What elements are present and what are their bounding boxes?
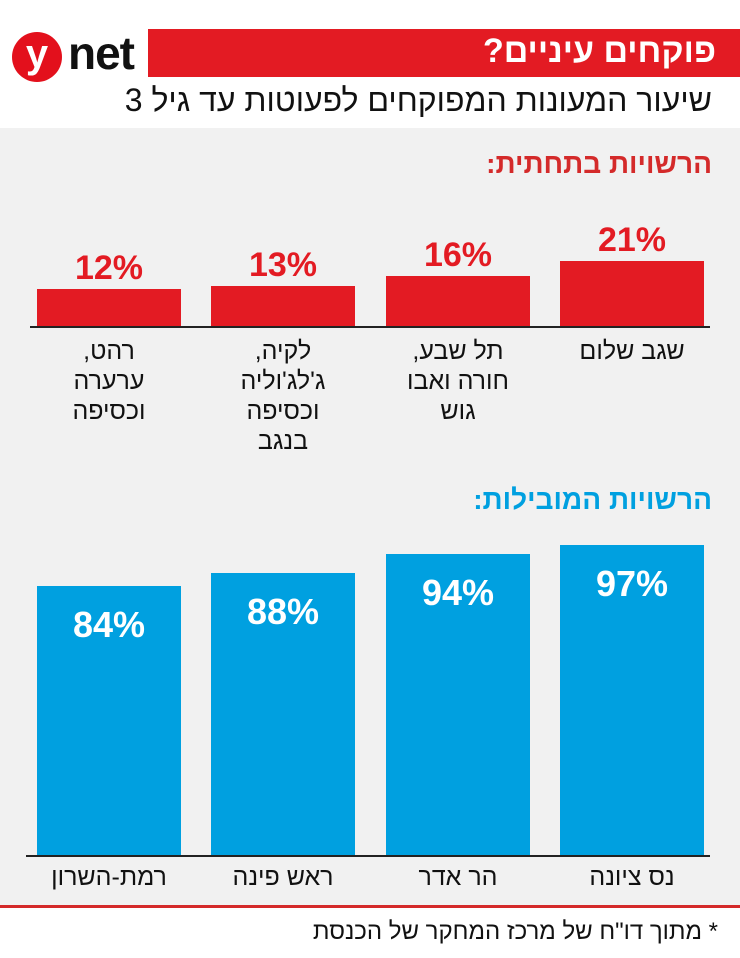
data-label: 13% xyxy=(248,245,318,284)
data-label: 16% xyxy=(423,236,493,275)
bar xyxy=(386,276,530,326)
category-label: תל שבע, חורה ואבו גוש xyxy=(407,337,509,425)
category-label: רמת-השרון xyxy=(51,863,167,891)
bar xyxy=(560,260,704,326)
bar xyxy=(386,554,530,855)
category-label: הר אדר xyxy=(418,863,498,891)
data-label: 12% xyxy=(74,248,144,287)
divider xyxy=(0,905,740,908)
category-label: רהט, ערערה וכסיפה xyxy=(72,337,146,425)
ynet-logo: y xyxy=(12,32,62,82)
bar xyxy=(37,586,181,855)
chart-subtitle: שיעור המעונות המפוקחים לפעוטות עד גיל 3 xyxy=(124,82,712,118)
category-label: לקיה, ג'לג'וליה וכסיפה בנגב xyxy=(240,337,326,455)
data-label: 84% xyxy=(72,604,146,646)
category-label: ראש פינה xyxy=(232,863,334,891)
data-label: 88% xyxy=(246,591,320,633)
bar xyxy=(37,288,181,326)
top-section-title: הרשויות המובילות: xyxy=(473,484,712,515)
bottom-baseline xyxy=(30,326,710,328)
category-label: נס ציונה xyxy=(589,863,675,891)
bar xyxy=(211,573,355,855)
data-label: 21% xyxy=(597,220,667,259)
top-baseline xyxy=(26,855,710,857)
category-label: שגב שלום xyxy=(579,337,685,365)
data-label: 97% xyxy=(595,562,669,604)
bar xyxy=(560,544,704,855)
chart-title: פוקחים עיניים? xyxy=(482,32,716,70)
title-bar xyxy=(148,29,740,77)
footnote: * מתוך דו"ח של מרכז המחקר של הכנסת xyxy=(312,918,718,945)
bar xyxy=(211,285,355,326)
bottom-section-title: הרשויות בתחתית: xyxy=(486,148,712,179)
data-label: 94% xyxy=(421,572,495,614)
ynet-logo-text: net xyxy=(68,27,135,79)
